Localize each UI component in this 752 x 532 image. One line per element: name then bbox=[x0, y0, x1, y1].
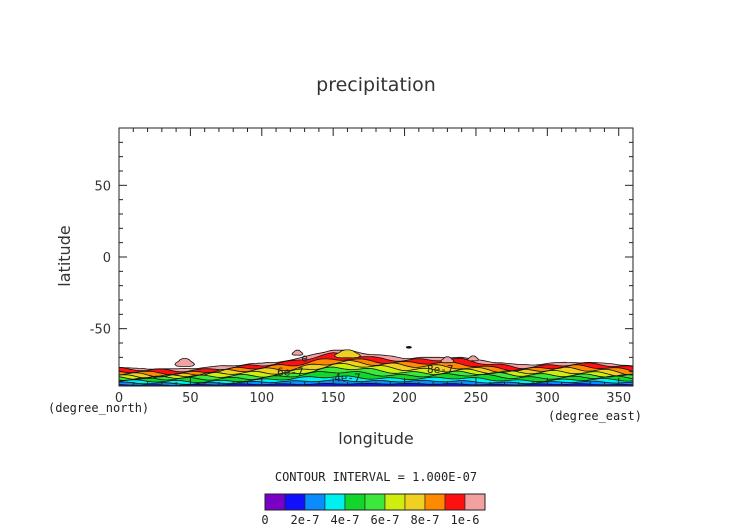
contour-dot bbox=[405, 346, 412, 349]
x-tick-label: 200 bbox=[392, 391, 417, 406]
colorbar: 0 2e-7 4e-7 6e-7 8e-7 1e-6 bbox=[261, 493, 486, 527]
colorbar-swatch bbox=[364, 493, 386, 511]
y-axis-label: latitude bbox=[55, 225, 74, 286]
contour-line bbox=[119, 366, 633, 380]
contour-line bbox=[119, 362, 633, 379]
colorbar-swatch bbox=[284, 493, 306, 511]
y-tick-label: 0 bbox=[103, 251, 111, 266]
colorbar-tick-label: 8e-7 bbox=[411, 513, 440, 527]
y-ticks: -50 0 50 bbox=[90, 141, 633, 373]
colorbar-swatch bbox=[444, 493, 466, 511]
contour-patch bbox=[174, 358, 196, 367]
colorbar-swatch bbox=[384, 493, 406, 511]
colorbar-tick-label: 1e-6 bbox=[451, 513, 480, 527]
colorbar-swatch bbox=[344, 493, 366, 511]
contour-label: 8e-7 bbox=[427, 363, 454, 376]
contour-line bbox=[119, 358, 633, 376]
colorbar-swatch bbox=[404, 493, 426, 511]
x-ticks: 0 50 100 150 200 250 300 350 bbox=[115, 128, 631, 406]
contour-patch bbox=[440, 356, 455, 364]
plot-frame bbox=[118, 127, 634, 387]
colorbar-tick-label: 4e-7 bbox=[331, 513, 360, 527]
x-axis-label: longitude bbox=[338, 429, 413, 448]
contour-label: e bbox=[301, 351, 308, 364]
chart-title: precipitation bbox=[316, 74, 436, 96]
x-tick-label: 100 bbox=[249, 391, 274, 406]
y-tick-label: -50 bbox=[90, 323, 111, 338]
colorbar-tick-label: 0 bbox=[261, 513, 268, 527]
colorbar-tick-label: 6e-7 bbox=[371, 513, 400, 527]
x-tick-label: 350 bbox=[606, 391, 631, 406]
colorbar-swatch bbox=[264, 493, 286, 511]
colorbar-swatch bbox=[324, 493, 346, 511]
plot-area: 6e-7 4e-7 8e-7 e 0 50 100 150 200 250 300 350 -50 0… bbox=[90, 127, 634, 406]
x-tick-label: 50 bbox=[182, 391, 199, 406]
contour-interval-text: CONTOUR INTERVAL = 1.000E-07 bbox=[275, 470, 477, 484]
colorbar-swatch bbox=[464, 493, 486, 511]
contour-patches bbox=[174, 346, 479, 367]
y-tick-label: 50 bbox=[94, 179, 111, 194]
contour-patch bbox=[467, 355, 479, 362]
contour-line bbox=[119, 352, 633, 373]
contour-line bbox=[119, 349, 633, 370]
x-tick-label: 0 bbox=[115, 391, 123, 406]
colorbar-swatch bbox=[304, 493, 326, 511]
colorbar-frame bbox=[264, 493, 486, 511]
contour-label: 6e-7 bbox=[277, 366, 304, 379]
contour-patch bbox=[291, 349, 304, 356]
contour-labels: 6e-7 4e-7 8e-7 e bbox=[277, 351, 453, 384]
colorbar-swatch bbox=[424, 493, 446, 511]
y-unit-label: (degree_north) bbox=[48, 401, 149, 415]
x-unit-label: (degree_east) bbox=[548, 409, 642, 423]
colorbar-tick-label: 2e-7 bbox=[291, 513, 320, 527]
x-tick-label: 250 bbox=[464, 391, 489, 406]
contour-patch bbox=[333, 349, 362, 359]
x-tick-label: 150 bbox=[321, 391, 346, 406]
x-tick-label: 300 bbox=[535, 391, 560, 406]
contour-label: 4e-7 bbox=[334, 371, 361, 384]
